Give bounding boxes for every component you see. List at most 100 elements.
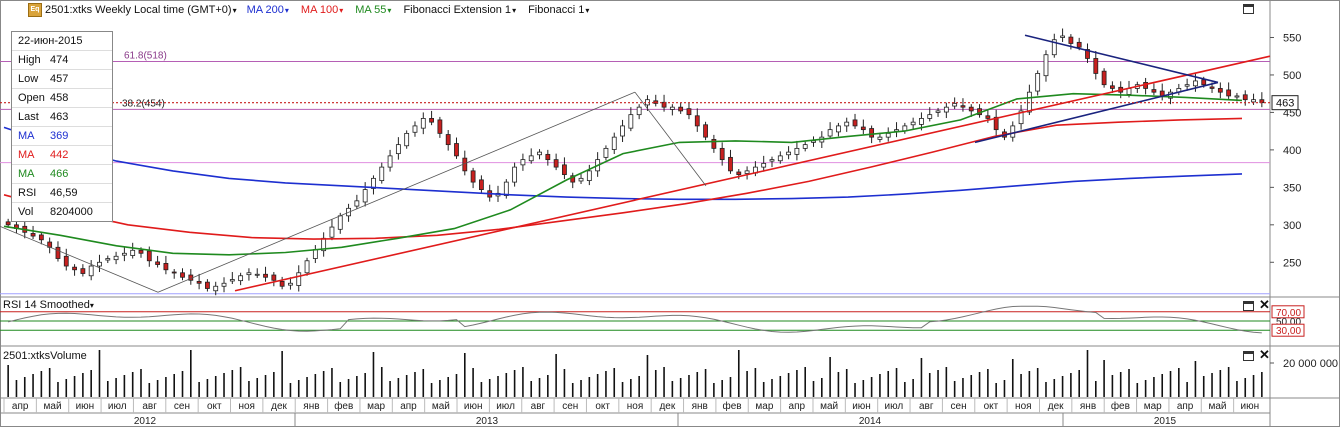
candle-body [288, 282, 293, 286]
month-label: фев [1111, 400, 1130, 412]
price-tick-label: 500 [1283, 70, 1301, 82]
candle-body [420, 118, 426, 129]
month-label: июн [76, 401, 95, 412]
month-label: апр [789, 401, 806, 412]
chevron-down-icon[interactable]: ▾ [387, 6, 392, 15]
candle-body [512, 166, 518, 183]
candle-body [279, 280, 285, 287]
indicator-3[interactable]: Fibonacci Extension 1▾ [403, 4, 517, 16]
chevron-down-icon[interactable]: ▾ [585, 6, 590, 15]
candle-body [130, 249, 136, 256]
indicator-1[interactable]: MA 100▾ [300, 4, 344, 16]
year-label: 2015 [1154, 416, 1177, 427]
info-key: MA [18, 149, 35, 161]
candle-body [72, 266, 77, 271]
candle-body [528, 155, 534, 162]
candle-body [885, 132, 891, 138]
info-value: 442 [50, 149, 69, 161]
candle-body [271, 274, 277, 281]
chevron-down-icon[interactable]: ▾ [284, 6, 289, 15]
candle-body [1184, 84, 1190, 87]
rsi-level-label: 30,00 [1276, 326, 1301, 337]
info-row: MA 369 [12, 127, 112, 146]
candle-body [412, 125, 418, 133]
month-label: июн [1241, 401, 1260, 412]
candle-body [312, 249, 318, 259]
info-row: Vol 8204000 [12, 203, 112, 221]
candle-body [993, 116, 999, 131]
candle-body [80, 268, 86, 274]
candle-body [1110, 85, 1115, 89]
indicator-0[interactable]: MA 200▾ [246, 4, 289, 16]
chevron-down-icon[interactable]: ▾ [339, 6, 344, 15]
info-value: 46,59 [50, 187, 78, 199]
candle-body [728, 156, 733, 172]
month-label: июн [464, 401, 483, 412]
candle-body [238, 275, 244, 282]
month-label: фев [723, 400, 742, 412]
year-label: 2012 [134, 416, 157, 427]
info-value: 8204000 [50, 206, 93, 218]
month-label: янв [303, 401, 319, 412]
month-label: ноя [238, 401, 255, 412]
year-label: 2013 [476, 416, 499, 427]
info-key: Vol [18, 206, 34, 218]
info-row: MA 442 [12, 146, 112, 165]
candle-body [1201, 79, 1207, 86]
candle-body [586, 170, 592, 182]
price-tick-label: 400 [1283, 145, 1301, 157]
info-row: MA 466 [12, 165, 112, 184]
close-icon[interactable]: ✕ [1259, 297, 1270, 312]
month-label: апр [12, 401, 29, 412]
chart-header: Eq 2501:xtks Weekly Local time (GMT+0) ▾… [0, 2, 601, 18]
month-label: июл [108, 401, 127, 412]
candle-body [636, 106, 642, 116]
price-tick-label: 550 [1283, 32, 1301, 44]
chevron-down-icon[interactable]: ▾ [89, 301, 94, 310]
symbol-title[interactable]: 2501:xtks Weekly Local time (GMT+0) [45, 4, 232, 16]
candle-body [1226, 89, 1232, 97]
candle-body [246, 272, 252, 276]
chevron-down-icon[interactable]: ▾ [512, 6, 517, 15]
info-value: 369 [50, 130, 69, 142]
info-date: 22-июн-2015 [12, 32, 112, 51]
maximize-icon[interactable] [1243, 351, 1254, 361]
rsi-level-badge [1271, 305, 1305, 319]
info-row: RSI 46,59 [12, 184, 112, 203]
close-icon[interactable]: ✕ [1259, 347, 1270, 362]
candle-body [611, 136, 617, 150]
last-price-label: 463 [1276, 98, 1294, 110]
candle-body [852, 119, 858, 127]
chevron-down-icon[interactable]: ▾ [232, 5, 237, 15]
volume-panel-title[interactable]: 2501:xtksVolume [3, 350, 87, 362]
indicator-2[interactable]: MA 55▾ [355, 4, 392, 16]
info-value: 458 [50, 92, 69, 104]
candle-body [88, 265, 94, 277]
month-label: янв [692, 401, 708, 412]
candle-body [404, 132, 410, 147]
candle-body [429, 118, 434, 123]
equity-badge-icon: Eq [28, 3, 42, 17]
month-label: май [1208, 401, 1226, 412]
rsi-panel-title[interactable]: RSI 14 Smoothed▾ [3, 299, 94, 311]
month-label: авг [919, 401, 934, 412]
month-label: апр [1177, 401, 1194, 412]
maximize-icon[interactable] [1243, 301, 1254, 311]
candle-body [943, 106, 949, 113]
month-label: окт [207, 401, 222, 412]
candle-body [437, 119, 443, 134]
rsi-level-label: 50,00 [1276, 317, 1301, 328]
candle-body [802, 144, 808, 149]
moving-average-line [3, 92, 1243, 256]
candle-body [263, 273, 268, 278]
month-label: мар [1144, 401, 1162, 412]
month-label: сен [562, 401, 578, 412]
month-label: июл [885, 401, 904, 412]
info-key: Low [18, 73, 39, 85]
triangle-line [974, 81, 1219, 144]
maximize-icon[interactable] [1243, 4, 1254, 14]
indicator-4[interactable]: Fibonacci 1▾ [528, 4, 590, 16]
candle-body [935, 110, 941, 113]
candle-body [1085, 49, 1090, 59]
